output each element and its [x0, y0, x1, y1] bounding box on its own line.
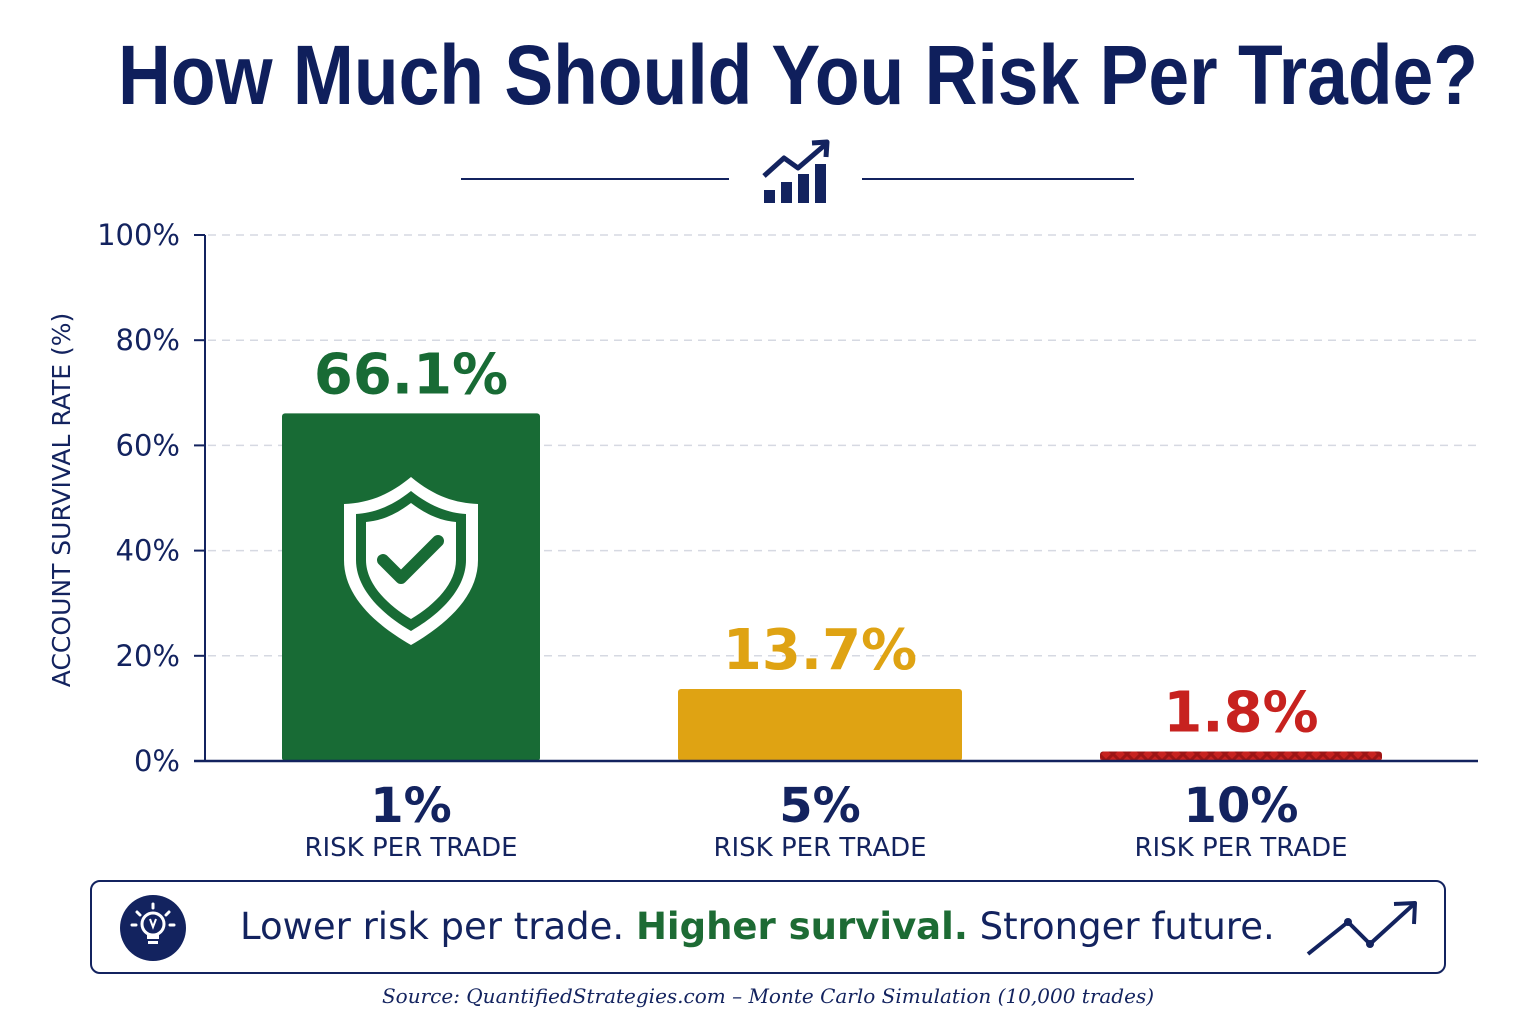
y-tick-label: 0% [134, 744, 180, 778]
trend-up-icon [1306, 901, 1417, 956]
bar-2 [678, 688, 962, 761]
callout-part1: Lower risk per trade. [240, 905, 625, 948]
title-divider-left [461, 178, 729, 180]
shield-check-icon [344, 477, 478, 645]
bar-chart-trend-icon [762, 139, 830, 203]
bar-value-label: 66.1% [314, 342, 508, 407]
x-category-sublabel: RISK PER TRADE [1134, 833, 1347, 863]
survival-bar-chart: 0%20%40%60%80%100% 66.1%1%RISK PER TRADE… [47, 218, 1478, 863]
page-title: How Much Should You Risk Per Trade? [118, 28, 1478, 122]
x-category-label: 5% [779, 778, 861, 834]
y-tick-label: 100% [97, 218, 180, 252]
callout-part2: Stronger future. [979, 905, 1275, 948]
x-category-label: 10% [1184, 778, 1299, 834]
lightbulb-icon [120, 895, 186, 961]
y-tick-label: 20% [116, 639, 180, 673]
bar-value-label: 1.8% [1163, 681, 1318, 746]
takeaway-callout: Lower risk per trade. Higher survival. S… [90, 880, 1446, 974]
x-category-sublabel: RISK PER TRADE [713, 833, 926, 863]
y-tick-label: 80% [116, 323, 180, 357]
bar-value-label: 13.7% [723, 618, 917, 683]
callout-message: Lower risk per trade. Higher survival. S… [240, 882, 1275, 972]
callout-highlight: Higher survival. [635, 905, 968, 948]
y-tick-label: 40% [116, 534, 180, 568]
y-tick-label: 60% [116, 428, 180, 462]
y-axis-label: ACCOUNT SURVIVAL RATE (%) [47, 313, 76, 687]
x-category-label: 1% [370, 778, 452, 834]
title-divider-right [862, 178, 1134, 180]
x-category-sublabel: RISK PER TRADE [304, 833, 517, 863]
bar-3 [1100, 751, 1382, 761]
title-text: How Much Should You Risk Per Trade? [118, 28, 1478, 122]
source-note: Source: QuantifiedStrategies.com – Monte… [381, 984, 1155, 1008]
